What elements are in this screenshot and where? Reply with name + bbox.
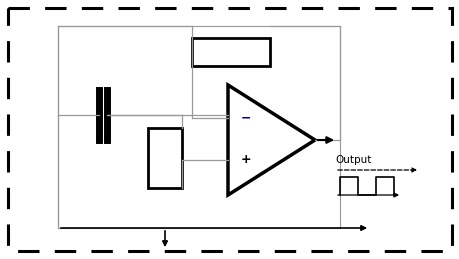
Bar	[58, 26, 339, 228]
Text: Output: Output	[334, 155, 370, 165]
Bar	[148, 128, 182, 188]
Text: −: −	[240, 112, 251, 125]
Polygon shape	[228, 85, 314, 195]
Bar	[191, 38, 269, 66]
Text: +: +	[240, 153, 251, 166]
